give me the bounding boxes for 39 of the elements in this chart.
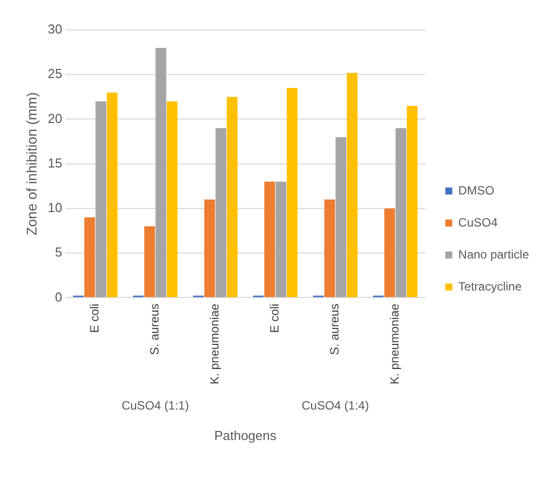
bar bbox=[286, 88, 298, 298]
bar bbox=[204, 200, 215, 298]
bar bbox=[336, 137, 346, 298]
x-tick-label: E coli bbox=[268, 304, 282, 334]
y-tick-label: 30 bbox=[48, 22, 62, 37]
legend-label: Nano particle bbox=[458, 247, 530, 262]
text: CuSO4 (1:1) bbox=[122, 398, 189, 412]
bar bbox=[84, 217, 95, 298]
bar bbox=[106, 92, 118, 298]
x-axis-title: Pathogens bbox=[214, 428, 277, 443]
x-tick-label: K. pneumoniae bbox=[388, 303, 402, 384]
bar bbox=[96, 101, 106, 298]
bar bbox=[406, 106, 418, 298]
y-tick-label: 25 bbox=[48, 66, 62, 82]
x-tick-label: S. aureus bbox=[328, 304, 342, 356]
bar bbox=[346, 72, 358, 298]
legend-label: DMSO bbox=[458, 183, 494, 198]
legend-label: CuSO4 bbox=[458, 215, 498, 230]
y-tick-label: 20 bbox=[48, 110, 62, 126]
y-tick-label: 15 bbox=[48, 155, 62, 170]
y-tick-label: 10 bbox=[48, 200, 62, 216]
bar bbox=[276, 182, 286, 298]
text: CuSO4 (1:4) bbox=[302, 398, 369, 412]
x-tick-label: E coli bbox=[88, 304, 102, 334]
bar bbox=[384, 208, 396, 298]
bar bbox=[144, 226, 155, 298]
bar bbox=[166, 101, 178, 298]
x-tick-label: K. pneumoniae bbox=[208, 303, 222, 384]
bar bbox=[396, 128, 406, 298]
bar bbox=[216, 128, 226, 298]
bar bbox=[156, 48, 166, 298]
y-tick-label: 0 bbox=[55, 289, 62, 304]
x-tick-label: S. aureus bbox=[148, 304, 162, 356]
bar bbox=[324, 200, 336, 298]
bar bbox=[264, 182, 275, 298]
bar bbox=[226, 96, 238, 298]
legend-label: Tetracycline bbox=[458, 279, 522, 294]
y-tick-label: 5 bbox=[55, 244, 62, 260]
y-axis-title: Zone of inhibition (mm) bbox=[23, 92, 40, 236]
